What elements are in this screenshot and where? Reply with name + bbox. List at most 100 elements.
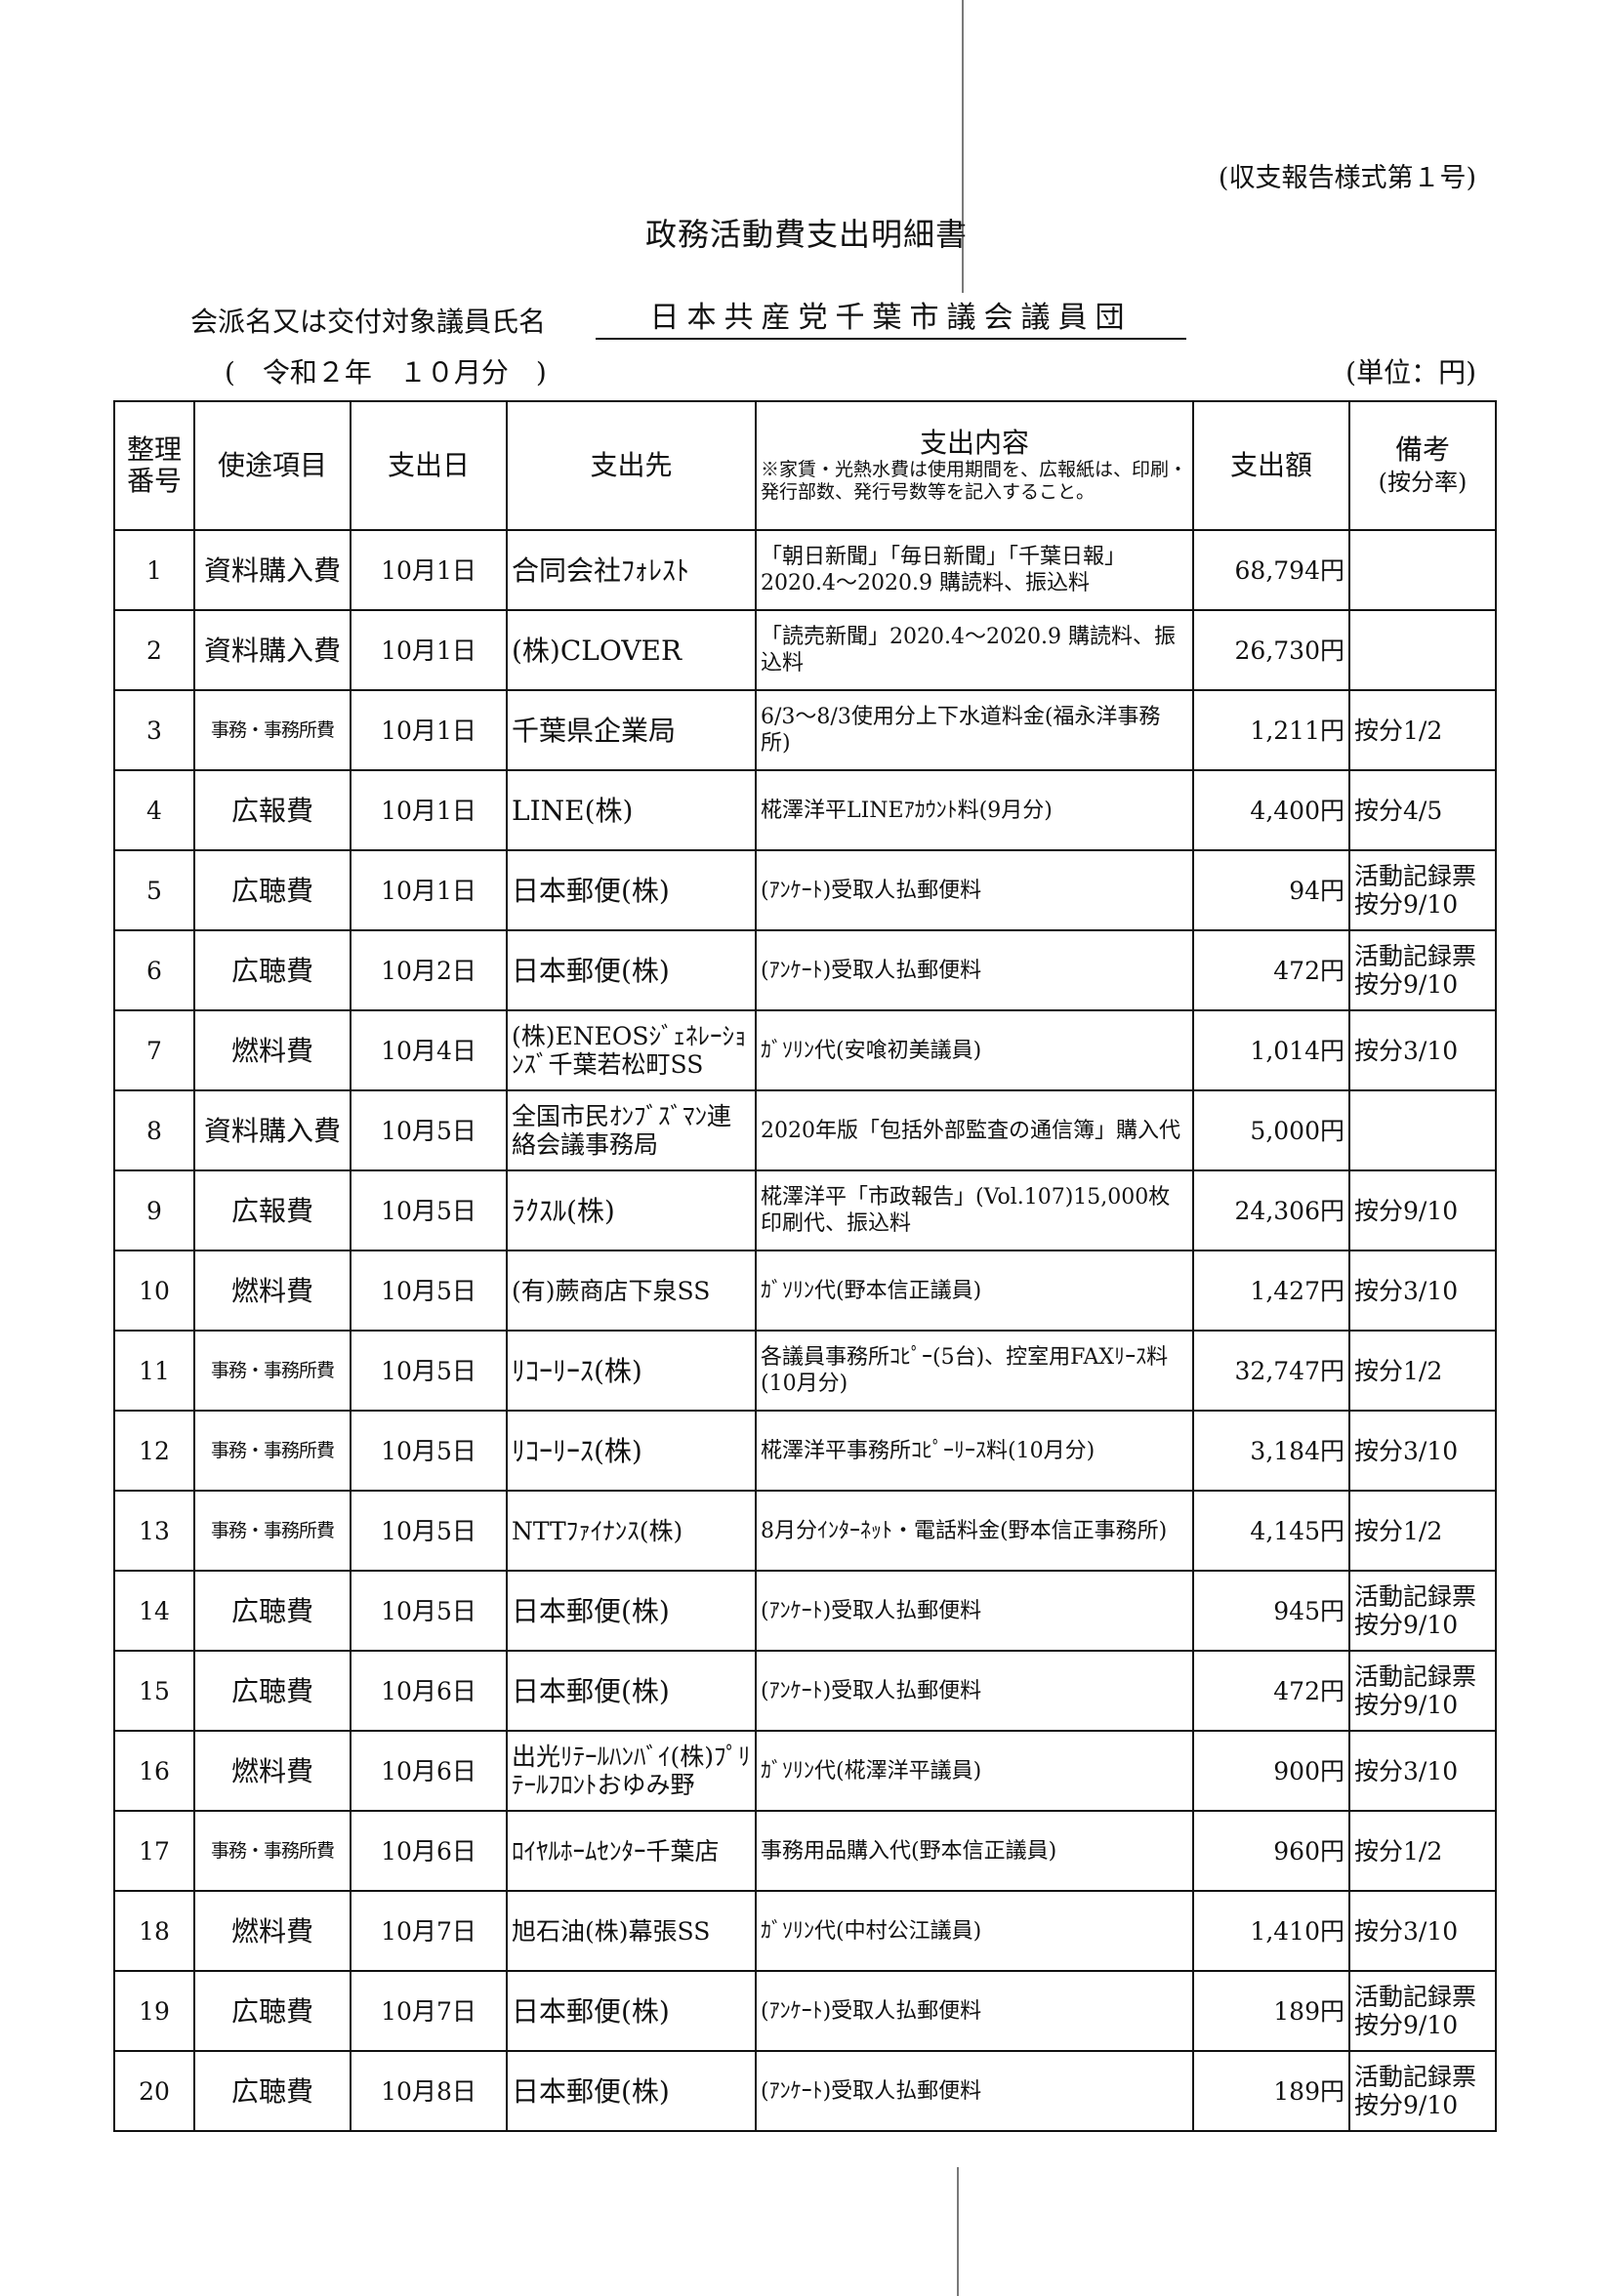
cell-content: 8月分ｲﾝﾀｰﾈｯﾄ・電話料金(野本信正事務所) [755, 1490, 1194, 1572]
cell-amount: 5,000円 [1192, 1089, 1350, 1171]
cell-amount: 4,145円 [1192, 1490, 1350, 1572]
table-row: 8 資料購入費 10月5日 全国市民ｵﾝﾌﾞｽﾞﾏﾝ連絡会議事務局 2020年版「包括外… [113, 1089, 1497, 1171]
cell-payee: ﾛｲﾔﾙﾎｰﾑｾﾝﾀｰ千葉店 [506, 1810, 757, 1892]
cell-amount: 472円 [1192, 929, 1350, 1011]
table-row: 14 広聴費 10月5日 日本郵便(株) (ｱﾝｹｰﾄ)受取人払郵便料 945円 活動記録票… [113, 1570, 1497, 1652]
table-row: 1 資料購入費 10月1日 合同会社ﾌｫﾚｽﾄ 「朝日新聞」「毎日新聞」「千葉日報」20… [113, 529, 1497, 611]
cell-item: 資料購入費 [193, 1089, 352, 1171]
table-row: 10 燃料費 10月5日 (有)蕨商店下泉SS ｶﾞｿﾘﾝ代(野本信正議員) 1,427円… [113, 1250, 1497, 1332]
cell-date: 10月1日 [350, 529, 508, 611]
cell-date: 10月8日 [350, 2050, 508, 2132]
cell-amount: 1,014円 [1192, 1009, 1350, 1091]
cell-amount: 4,400円 [1192, 769, 1350, 851]
cell-remarks: 活動記録票 按分9/10 [1348, 849, 1497, 931]
cell-content: ｶﾞｿﾘﾝ代(椛澤洋平議員) [755, 1730, 1194, 1812]
cell-payee: 千葉県企業局 [506, 689, 757, 771]
cell-content: ｶﾞｿﾘﾝ代(中村公江議員) [755, 1890, 1194, 1972]
cell-item: 広報費 [193, 769, 352, 851]
cell-remarks: 活動記録票 按分9/10 [1348, 1970, 1497, 2052]
cell-no: 16 [113, 1730, 195, 1812]
cell-payee: ﾘｺｰﾘｰｽ(株) [506, 1330, 757, 1412]
table-row: 13 事務・事務所費 10月5日 NTTﾌｧｲﾅﾝｽ(株) 8月分ｲﾝﾀｰﾈｯﾄ・電話料… [113, 1490, 1497, 1572]
cell-remarks: 按分1/2 [1348, 1810, 1497, 1892]
cell-content: 2020年版「包括外部監査の通信簿」購入代 [755, 1089, 1194, 1171]
cell-date: 10月7日 [350, 1970, 508, 2052]
cell-remarks: 按分3/10 [1348, 1250, 1497, 1332]
cell-date: 10月1日 [350, 769, 508, 851]
cell-content: 「朝日新聞」「毎日新聞」「千葉日報」2020.4～2020.9 購読料、振込料 [755, 529, 1194, 611]
cell-item: 燃料費 [193, 1250, 352, 1332]
cell-item: 燃料費 [193, 1730, 352, 1812]
header-content-note: ※家賃・光熱水費は使用期間を、広報紙は、印刷・発行部数、発行号数等を記入すること… [761, 459, 1188, 503]
cell-content: (ｱﾝｹｰﾄ)受取人払郵便料 [755, 1650, 1194, 1732]
cell-payee: NTTﾌｧｲﾅﾝｽ(株) [506, 1490, 757, 1572]
cell-item: 事務・事務所費 [193, 1330, 352, 1412]
cell-date: 10月5日 [350, 1250, 508, 1332]
cell-item: 事務・事務所費 [193, 1810, 352, 1892]
scan-fold-line [957, 2167, 959, 2296]
cell-remarks [1348, 609, 1497, 691]
cell-amount: 189円 [1192, 1970, 1350, 2052]
cell-content: ｶﾞｿﾘﾝ代(野本信正議員) [755, 1250, 1194, 1332]
cell-no: 8 [113, 1089, 195, 1171]
cell-no: 15 [113, 1650, 195, 1732]
cell-date: 10月1日 [350, 689, 508, 771]
cell-no: 6 [113, 929, 195, 1011]
cell-date: 10月4日 [350, 1009, 508, 1091]
cell-payee: ﾘｺｰﾘｰｽ(株) [506, 1410, 757, 1492]
cell-payee: 旭石油(株)幕張SS [506, 1890, 757, 1972]
cell-amount: 68,794円 [1192, 529, 1350, 611]
cell-payee: 日本郵便(株) [506, 1650, 757, 1732]
cell-item: 資料購入費 [193, 609, 352, 691]
cell-content: (ｱﾝｹｰﾄ)受取人払郵便料 [755, 849, 1194, 931]
header-content: 支出内容 ※家賃・光熱水費は使用期間を、広報紙は、印刷・発行部数、発行号数等を記… [755, 400, 1194, 531]
period: ( 令和２年 １０月分 ) [225, 356, 547, 389]
cell-content: 椛澤洋平「市政報告」(Vol.107)15,000枚印刷代、振込料 [755, 1169, 1194, 1251]
table-row: 11 事務・事務所費 10月5日 ﾘｺｰﾘｰｽ(株) 各議員事務所ｺﾋﾟｰ(5台)、控室… [113, 1330, 1497, 1412]
cell-payee: ﾗｸｽﾙ(株) [506, 1169, 757, 1251]
cell-payee: 日本郵便(株) [506, 929, 757, 1011]
cell-item: 広聴費 [193, 929, 352, 1011]
cell-item: 資料購入費 [193, 529, 352, 611]
table-row: 3 事務・事務所費 10月1日 千葉県企業局 6/3～8/3使用分上下水道料金(福永洋事… [113, 689, 1497, 771]
cell-payee: (株)CLOVER [506, 609, 757, 691]
cell-no: 14 [113, 1570, 195, 1652]
table-row: 19 広聴費 10月7日 日本郵便(株) (ｱﾝｹｰﾄ)受取人払郵便料 189円 活動記録票… [113, 1970, 1497, 2052]
cell-remarks: 按分1/2 [1348, 1490, 1497, 1572]
cell-date: 10月1日 [350, 849, 508, 931]
cell-item: 事務・事務所費 [193, 689, 352, 771]
cell-payee: 日本郵便(株) [506, 2050, 757, 2132]
header-row: 整理番号 使途項目 支出日 支出先 支出内容 ※家賃・光熱水費は使用期間を、広報… [113, 400, 1497, 531]
header-date: 支出日 [350, 400, 508, 531]
cell-amount: 189円 [1192, 2050, 1350, 2132]
cell-content: (ｱﾝｹｰﾄ)受取人払郵便料 [755, 929, 1194, 1011]
cell-date: 10月5日 [350, 1089, 508, 1171]
table-row: 18 燃料費 10月7日 旭石油(株)幕張SS ｶﾞｿﾘﾝ代(中村公江議員) 1,410円… [113, 1890, 1497, 1972]
cell-date: 10月6日 [350, 1810, 508, 1892]
cell-remarks [1348, 529, 1497, 611]
cell-payee: LINE(株) [506, 769, 757, 851]
cell-amount: 3,184円 [1192, 1410, 1350, 1492]
cell-amount: 1,410円 [1192, 1890, 1350, 1972]
cell-remarks: 按分3/10 [1348, 1410, 1497, 1492]
header-payee: 支出先 [506, 400, 757, 531]
cell-content: 「読売新聞」2020.4～2020.9 購読料、振込料 [755, 609, 1194, 691]
cell-remarks: 活動記録票 按分9/10 [1348, 1570, 1497, 1652]
cell-no: 2 [113, 609, 195, 691]
cell-payee: (株)ENEOSｼﾞｪﾈﾚｰｼｮﾝｽﾞ千葉若松町SS [506, 1009, 757, 1091]
cell-remarks: 活動記録票 按分9/10 [1348, 1650, 1497, 1732]
table-row: 4 広報費 10月1日 LINE(株) 椛澤洋平LINEｱｶｳﾝﾄ料(9月分) 4,400… [113, 769, 1497, 851]
cell-item: 事務・事務所費 [193, 1410, 352, 1492]
header-remarks-label: 備考 [1394, 432, 1450, 466]
cell-payee: 出光ﾘﾃｰﾙﾊﾝﾊﾞｲ(株)ﾌﾟﾘﾃｰﾙﾌﾛﾝﾄおゆみ野 [506, 1730, 757, 1812]
cell-payee: 合同会社ﾌｫﾚｽﾄ [506, 529, 757, 611]
header-no: 整理番号 [113, 400, 195, 531]
group-name: 日本共産党千葉市議会議員団 [596, 293, 1186, 340]
cell-remarks: 活動記録票 按分9/10 [1348, 929, 1497, 1011]
table-row: 9 広報費 10月5日 ﾗｸｽﾙ(株) 椛澤洋平「市政報告」(Vol.107)15,00… [113, 1169, 1497, 1251]
cell-content: 椛澤洋平LINEｱｶｳﾝﾄ料(9月分) [755, 769, 1194, 851]
cell-content: 事務用品購入代(野本信正議員) [755, 1810, 1194, 1892]
cell-remarks: 按分3/10 [1348, 1890, 1497, 1972]
unit-label: (単位：円) [1345, 356, 1476, 389]
cell-remarks: 按分3/10 [1348, 1009, 1497, 1091]
